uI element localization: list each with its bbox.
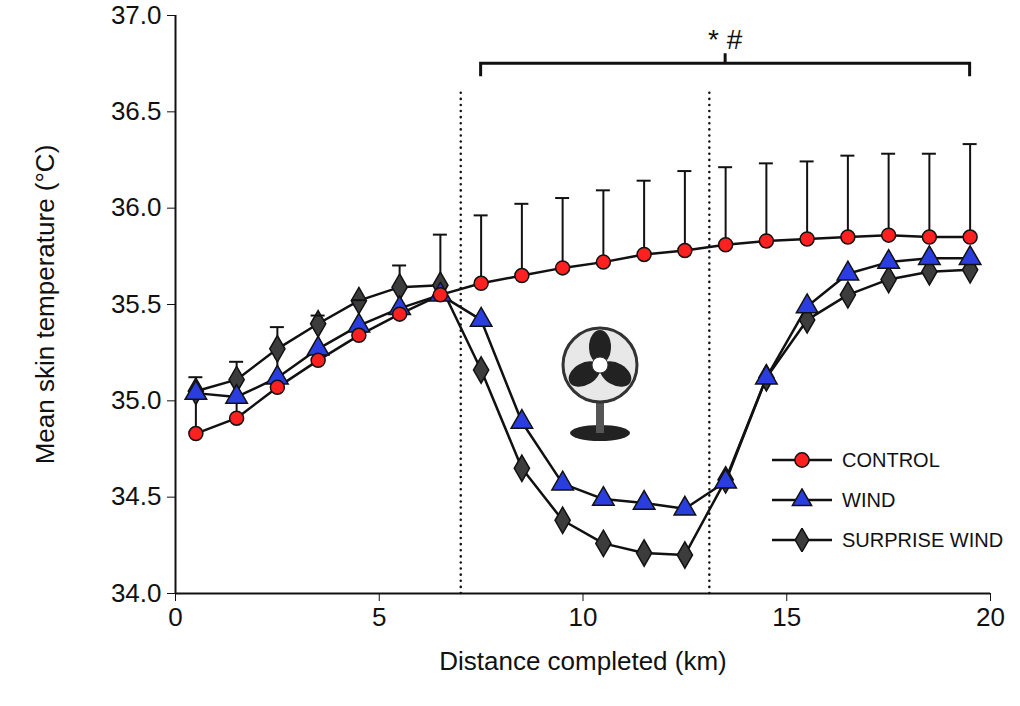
- html-text:SURPRISE WIND: SURPRISE WIND: [842, 528, 1004, 551]
- svg-text:Distance completed (km): Distance completed (km): [439, 646, 727, 676]
- svg-text:* #: * #: [708, 24, 743, 55]
- svg-text:34.5: 34.5: [111, 481, 162, 511]
- svg-text:35.5: 35.5: [111, 289, 162, 319]
- svg-text:20: 20: [976, 602, 1005, 632]
- html-text:CONTROL: CONTROL: [842, 448, 940, 471]
- svg-text:37.0: 37.0: [111, 0, 162, 30]
- svg-text:15: 15: [772, 602, 801, 632]
- svg-text:34.0: 34.0: [111, 578, 162, 608]
- svg-text:10: 10: [569, 602, 598, 632]
- svg-text:35.0: 35.0: [111, 385, 162, 415]
- html-text:WIND: WIND: [842, 488, 896, 511]
- svg-text:36.5: 36.5: [111, 96, 162, 126]
- svg-text:Mean skin temperature (°C): Mean skin temperature (°C): [30, 145, 60, 465]
- svg-text:0: 0: [168, 602, 182, 632]
- svg-text:36.0: 36.0: [111, 192, 162, 222]
- svg-text:5: 5: [372, 602, 386, 632]
